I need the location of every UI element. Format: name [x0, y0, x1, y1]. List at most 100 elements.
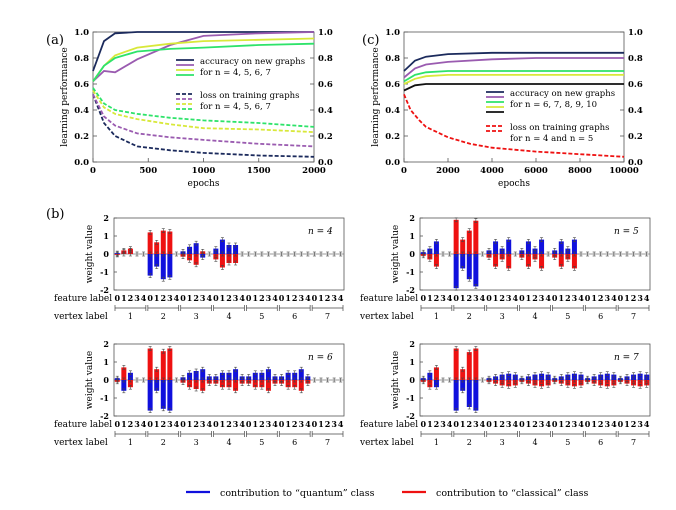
- vertex-tick-label: 1: [128, 438, 133, 447]
- quantum-bar: [565, 374, 571, 380]
- quantum-bar: [604, 373, 610, 380]
- x-tick-label: 1000: [192, 166, 216, 176]
- x-tick-label: 10000: [609, 166, 639, 176]
- feature-tick-label: 0: [585, 293, 591, 303]
- panel-b-label: (b): [46, 207, 64, 222]
- classical-bar: [427, 380, 433, 388]
- feature-tick-label: 1: [187, 419, 193, 429]
- feature-tick-label: 4: [141, 293, 147, 303]
- quantum-bar: [219, 372, 225, 380]
- classical-bar: [473, 220, 479, 254]
- quantum-bar: [611, 374, 617, 380]
- feature-tick-label: 0: [519, 293, 525, 303]
- quantum-bar: [466, 254, 472, 280]
- quantum-bar: [259, 372, 265, 380]
- y-tick-label: 0: [103, 249, 109, 259]
- quantum-bar: [558, 241, 564, 254]
- vertex-tick-label: 5: [565, 312, 570, 321]
- feature-tick-label: 0: [552, 293, 558, 303]
- vertex-tick-label: 3: [500, 438, 505, 447]
- x-tick-label: 0: [401, 166, 407, 176]
- feature-tick-label: 1: [493, 419, 499, 429]
- quantum-bar: [193, 371, 199, 380]
- vertex-tick-label: 1: [434, 312, 439, 321]
- quantum-bar: [545, 374, 551, 380]
- quantum-bar: [213, 248, 219, 254]
- feature-tick-label: 4: [611, 293, 617, 303]
- vertex-tick-label: 5: [259, 438, 264, 447]
- classical-bar: [460, 239, 466, 254]
- vertex-tick-label: 2: [161, 438, 166, 447]
- y-tick-label: 2: [409, 339, 415, 349]
- feature-tick-label: 3: [298, 419, 304, 429]
- legend-accuracy-line-1: accuracy on new graphs: [510, 89, 615, 99]
- feature-tick-label: 0: [618, 419, 624, 429]
- feature-tick-label: 0: [147, 419, 153, 429]
- feature-tick-label: 2: [193, 293, 199, 303]
- vertex-tick-label: 4: [532, 312, 537, 321]
- x-tick-label: 2000: [302, 166, 326, 176]
- feature-tick-label: 2: [499, 419, 505, 429]
- quantum-bar: [506, 373, 512, 380]
- y-tick-label: -2: [406, 285, 415, 295]
- vertex-tick-label: 2: [467, 312, 472, 321]
- y-tick-label: 0: [103, 375, 109, 385]
- feature-tick-label: 1: [121, 293, 127, 303]
- quantum-bar: [427, 372, 433, 380]
- quantum-bar: [233, 369, 239, 380]
- legend-accuracy-line-1: accuracy on new graphs: [200, 57, 305, 67]
- quantum-bar: [631, 374, 637, 380]
- classical-bar: [631, 380, 637, 386]
- classical-bar: [226, 380, 232, 388]
- classical-bar: [167, 231, 173, 254]
- y-tick-label: 0: [409, 249, 415, 259]
- quantum-bar: [233, 245, 239, 254]
- feature-tick-label: 0: [519, 419, 525, 429]
- feature-tick-label: 0: [246, 419, 252, 429]
- vertex-tick-label: 6: [292, 438, 297, 447]
- feature-tick-label: 1: [591, 419, 597, 429]
- feature-axis-label: feature label: [360, 294, 418, 304]
- feature-tick-label: 2: [226, 293, 232, 303]
- classical-bar: [187, 254, 193, 261]
- classical-bar: [473, 348, 479, 380]
- feature-tick-label: 0: [486, 293, 492, 303]
- feature-tick-label: 2: [565, 293, 571, 303]
- vertex-tick-label: 1: [128, 312, 133, 321]
- quantum-bar: [539, 239, 545, 254]
- classical-bar: [285, 380, 291, 388]
- feature-tick-label: 2: [532, 419, 538, 429]
- vertex-tick-label: 5: [259, 312, 264, 321]
- classical-bar: [499, 380, 505, 386]
- vertex-tick-label: 3: [194, 438, 199, 447]
- quantum-bar: [160, 380, 166, 409]
- y-tick-label: 0.0: [74, 158, 89, 168]
- series-line-loss: [92, 94, 315, 158]
- y-tick-label: 0.6: [385, 80, 400, 90]
- right-y-tick-label: 0.0: [628, 158, 643, 168]
- feature-tick-label: 3: [539, 293, 545, 303]
- feature-tick-label: 3: [134, 419, 140, 429]
- feature-tick-label: 2: [325, 419, 331, 429]
- right-y-tick-label: 0.8: [628, 54, 643, 64]
- vertex-tick-label: 4: [226, 438, 231, 447]
- quantum-legend-label: contribution to “quantum” class: [220, 488, 375, 499]
- feature-tick-label: 0: [246, 293, 252, 303]
- feature-tick-label: 4: [239, 419, 245, 429]
- x-tick-label: 500: [139, 166, 157, 176]
- classical-bar: [292, 380, 298, 388]
- series-line-accuracy: [92, 31, 314, 72]
- feature-tick-label: 4: [174, 293, 180, 303]
- x-tick-label: 8000: [568, 166, 592, 176]
- panel-c-label: (c): [362, 33, 379, 48]
- feature-tick-label: 4: [305, 419, 311, 429]
- feature-tick-label: 0: [279, 419, 285, 429]
- feature-tick-label: 0: [114, 419, 120, 429]
- y-tick-label: -1: [406, 267, 415, 277]
- classical-bar: [226, 254, 232, 263]
- vertex-tick-label: 4: [226, 312, 231, 321]
- feature-tick-label: 3: [331, 419, 337, 429]
- feature-tick-label: 2: [466, 293, 472, 303]
- feature-tick-label: 4: [512, 419, 518, 429]
